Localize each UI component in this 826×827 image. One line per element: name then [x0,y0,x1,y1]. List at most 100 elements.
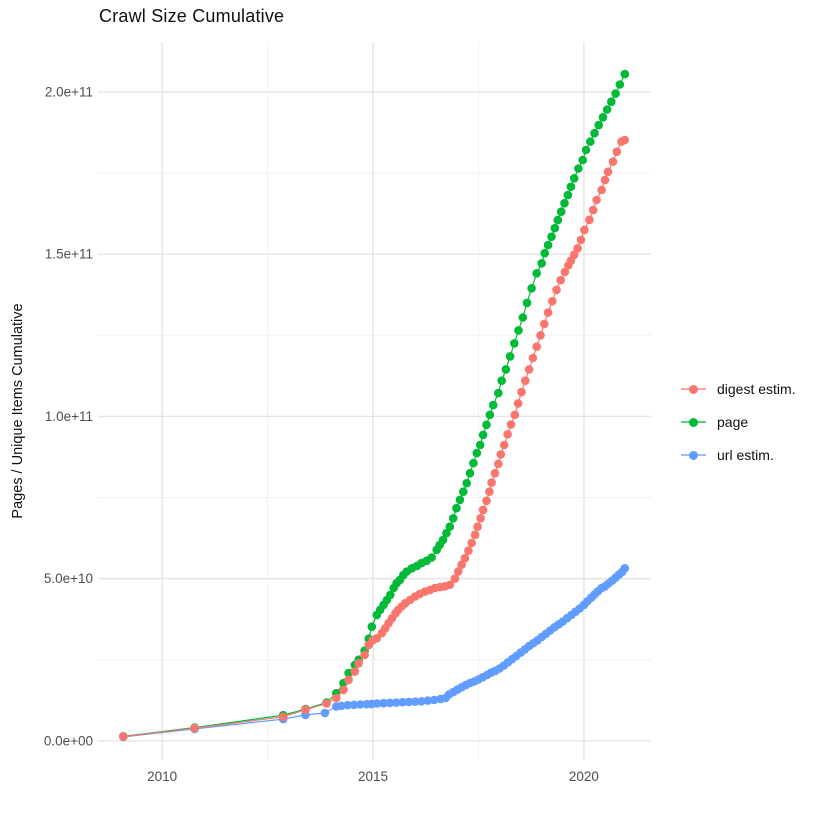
data-point-digest-estim- [301,705,310,714]
data-point-url-estim- [343,700,353,710]
data-point-digest-estim- [592,195,601,205]
data-point-digest-estim- [556,275,565,285]
data-point-page [527,284,536,293]
data-point-page [452,503,461,513]
data-point-digest-estim- [473,522,482,531]
legend-label: url estim. [717,446,774,463]
data-point-digest-estim- [482,496,491,506]
data-point-digest-estim- [499,440,509,450]
data-point-url-estim- [404,697,414,707]
data-point-digest-estim- [543,308,553,317]
y-tick-label: 5.0e+10 [44,571,93,586]
data-point-digest-estim- [576,235,586,245]
data-point-page [505,352,515,361]
data-point-page [560,198,569,208]
data-point-page [602,105,612,114]
data-point-page [459,487,468,497]
data-point-digest-estim- [585,215,594,225]
data-point-digest-estim- [608,157,618,166]
data-point-digest-estim- [494,459,503,469]
data-point-digest-estim- [354,659,364,668]
data-point-digest-estim- [620,135,630,145]
data-point-digest-estim- [612,147,622,156]
data-point-page [569,174,579,183]
y-tick-label: 1.0e+11 [45,409,93,424]
data-point-url-estim- [398,697,407,707]
data-point-page [465,468,475,478]
data-point-page [547,232,556,241]
data-point-digest-estim- [580,225,589,235]
data-point-digest-estim- [548,296,557,306]
data-point-page [522,298,532,308]
data-point-digest-estim- [560,267,570,277]
data-point-page [445,522,455,531]
legend-item-url-estim: url estim. [681,444,796,465]
data-point-digest-estim- [190,723,199,733]
data-point-digest-estim- [532,342,541,352]
data-point-digest-estim- [490,468,500,478]
data-point-page [540,248,549,258]
plot-title: Crawl Size Cumulative [99,6,285,26]
data-point-digest-estim- [464,546,473,555]
data-point-digest-estim- [485,487,494,497]
data-point-digest-estim- [569,250,579,260]
data-point-page [620,69,630,79]
data-point-digest-estim- [521,376,530,386]
data-point-page [615,80,625,89]
data-point-digest-estim- [332,693,341,703]
data-point-page [478,430,488,440]
data-point-url-estim- [320,708,330,718]
data-point-page [438,535,448,545]
data-point-url-estim- [337,701,346,711]
data-point-page [550,223,560,233]
data-point-page [448,514,458,523]
data-point-page [469,458,478,468]
legend-key-url-icon [681,450,706,460]
data-point-page [514,326,523,335]
data-point-digest-estim- [339,685,348,695]
data-point-digest-estim- [322,699,331,708]
data-point-page [510,339,519,348]
data-point-digest-estim- [536,331,545,340]
data-point-digest-estim- [540,319,549,329]
data-point-page [581,145,591,155]
data-point-page [494,388,503,398]
data-point-digest-estim- [450,574,460,583]
data-point-digest-estim- [445,580,455,590]
data-point-digest-estim- [467,538,477,548]
data-point-page [563,190,573,200]
data-point-url-estim- [372,699,382,708]
y-tick-label: 2.0e+11 [45,84,93,99]
data-point-page [611,89,620,98]
legend-item-digest-estim: digest estim. [681,378,796,399]
data-point-digest-estim- [506,420,516,429]
data-point-digest-estim- [588,205,598,215]
series-line-url-estim- [123,567,626,738]
data-point-url-estim- [429,695,439,705]
x-tick-label: 2020 [569,769,599,784]
data-point-digest-estim- [278,712,288,722]
x-tick-label: 2015 [358,769,388,784]
data-point-page [532,269,541,278]
data-point-digest-estim- [503,430,512,439]
data-point-url-estim- [423,696,433,705]
data-point-url-estim- [356,700,365,709]
legend-key-digest-icon [681,384,706,394]
legend-label: digest estim. [717,380,796,397]
data-point-digest-estim- [597,185,606,195]
data-point-page [553,215,563,225]
data-point-page [574,164,583,173]
data-point-digest-estim- [350,667,360,676]
data-point-page [427,553,437,562]
data-point-url-estim- [417,697,426,706]
data-point-page [543,240,553,250]
data-point-digest-estim- [360,650,369,660]
y-axis-title: Pages / Unique Items Cumulative [10,303,26,519]
data-point-page [501,365,511,374]
data-point-url-estim- [349,700,359,710]
data-point-digest-estim- [496,450,506,459]
legend-label: page [717,413,749,430]
data-point-digest-estim- [600,175,610,185]
data-point-page [594,120,603,130]
